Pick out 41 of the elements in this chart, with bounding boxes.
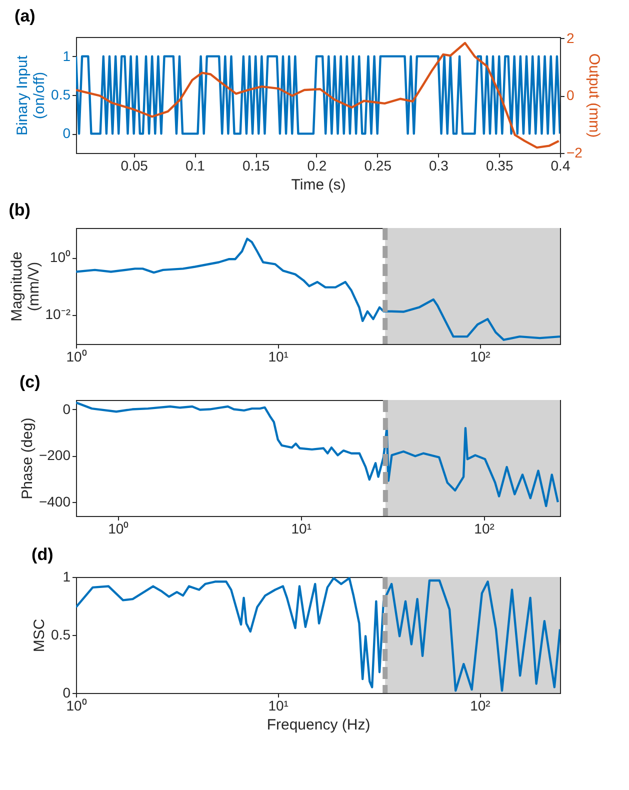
y-tick-label: 0 — [62, 684, 71, 700]
y2-tick-label: 2 — [566, 30, 574, 46]
y2-tick-label: −2 — [566, 144, 583, 160]
y-axis-title: MSC — [31, 618, 48, 652]
y-tick-label: −400 — [38, 494, 71, 510]
x-tick-label: 0.25 — [364, 158, 392, 174]
y-tick-label: 0.5 — [51, 86, 71, 102]
line-series — [76, 42, 560, 149]
x-tick-label: 10¹ — [291, 520, 312, 536]
x-axis-title: Frequency (Hz) — [266, 716, 370, 734]
y2-tick-label: 0 — [566, 87, 574, 104]
x-tick-label: 0.2 — [307, 158, 327, 174]
y-tick-label: 0 — [62, 125, 71, 142]
chart-title: (b) — [8, 200, 30, 220]
chart-title: (a) — [14, 6, 36, 26]
y-tick-label: 0.5 — [51, 626, 71, 642]
chart-title: (d) — [32, 545, 54, 564]
x-tick-label: 0.15 — [242, 158, 270, 174]
x-tick-label: 0.4 — [550, 158, 570, 174]
x-tick-label: 0.05 — [120, 158, 148, 174]
y-tick-label: 1 — [62, 568, 71, 584]
y-tick-label: 10⁻² — [45, 306, 71, 322]
chart-title: (c) — [19, 372, 40, 392]
x-tick-label: 10² — [474, 520, 495, 536]
y-tick-label: 0 — [62, 400, 71, 417]
y-axis-title: Binary Input (on/off) — [14, 54, 48, 136]
x-tick-label: 0.35 — [486, 158, 514, 174]
y-tick-label: 10⁰ — [50, 249, 70, 266]
x-tick-label: 10² — [470, 698, 491, 714]
y2-axis-title: Output (mm) — [585, 53, 602, 138]
x-axis-title: Time (s) — [291, 176, 346, 194]
y-tick-label: −200 — [38, 447, 71, 464]
x-tick-label: 10¹ — [268, 348, 289, 364]
x-tick-label: 0.1 — [185, 158, 206, 174]
x-tick-label: 10⁰ — [108, 520, 129, 536]
x-tick-label: 10¹ — [268, 698, 289, 714]
x-tick-label: 10² — [470, 348, 491, 364]
x-tick-label: 0.3 — [429, 158, 449, 174]
y-tick-label: 1 — [62, 48, 71, 64]
y-axis-title: Magnitude (mm/V) — [8, 251, 42, 322]
y-axis-title: Phase (deg) — [18, 418, 36, 500]
